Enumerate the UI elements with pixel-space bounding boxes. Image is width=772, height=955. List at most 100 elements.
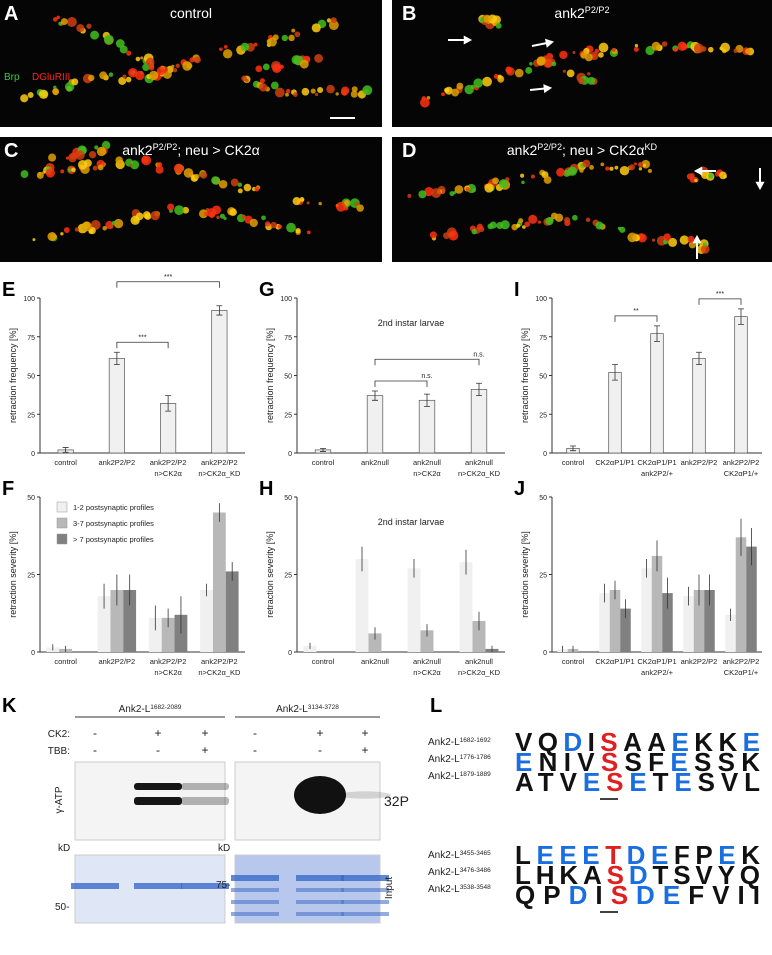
error-bar (320, 447, 326, 452)
y-axis-label: retraction frequency [%] (8, 328, 18, 423)
synapse-dot (326, 18, 332, 23)
x-tick-label: control (312, 458, 335, 467)
synapse-dot (543, 176, 552, 184)
synapse-dot (141, 155, 152, 166)
synapse-dot (204, 212, 209, 217)
input-label: Input (384, 877, 395, 899)
synapse-dot (90, 30, 100, 40)
bar (641, 568, 652, 652)
bar (599, 593, 610, 652)
synapse-dot (208, 211, 215, 218)
significance-bracket (374, 358, 480, 366)
synapse-dot (272, 63, 282, 73)
synapse-dot (32, 238, 36, 242)
kd-label: kD (218, 843, 230, 854)
synapse-dot (122, 74, 127, 79)
synapse-dot (194, 173, 200, 180)
synapse-dot (661, 41, 668, 47)
panel-letter: H (259, 478, 273, 500)
synapse-dot (451, 88, 460, 97)
synapse-dot (745, 48, 751, 54)
sequence-label: Ank2-L3455-3465 (428, 850, 491, 862)
synapse-dot (60, 232, 64, 236)
synapse-dot (529, 61, 533, 66)
synapse-dot (198, 209, 208, 219)
synapse-dot (299, 59, 309, 69)
synapse-dot (587, 76, 596, 85)
y-tick-label: 50 (539, 374, 547, 381)
radio-band (181, 797, 229, 805)
synapse-dot (27, 91, 34, 98)
micrograph-title-part: ; neu > CK2α (177, 142, 259, 158)
synapse-dot (627, 232, 638, 243)
micrograph-title: ank2P2/P2 (554, 5, 609, 21)
synapse-dot (52, 88, 59, 96)
treatment-sign: + (201, 743, 208, 757)
legend-label: 1-2 postsynaptic profiles (73, 503, 154, 512)
input-band (296, 900, 344, 904)
synapse-dot (216, 215, 220, 220)
synapse-dot (183, 168, 194, 178)
synapse-dot (354, 202, 359, 207)
synapse-dot (126, 50, 132, 56)
x-tick-label: ank2P2/P2 n>CK2α_KD (198, 458, 241, 478)
synapse-dot (536, 56, 546, 66)
channel-label: Brp (4, 72, 20, 83)
synapse-dot (550, 212, 558, 220)
y-axis-label: retraction frequency [%] (265, 328, 275, 423)
y-tick-label: 75 (284, 335, 292, 342)
bar (97, 596, 111, 652)
synapse-dot (525, 67, 533, 74)
synapse-dot (350, 90, 358, 98)
synapse-dot (335, 92, 339, 96)
bar (692, 358, 706, 454)
synapse-dot (77, 159, 88, 170)
synapse-dot (614, 165, 619, 170)
x-tick-label: ank2null n>CK2α (413, 458, 441, 478)
synapse-dot (255, 65, 263, 73)
synapse-dot (218, 179, 228, 189)
synapse-dot (668, 237, 678, 247)
synapse-dot (128, 163, 133, 167)
synapse-dot (702, 242, 707, 247)
treatment-sign: - (318, 743, 322, 757)
bar (420, 630, 434, 652)
bar (650, 333, 664, 454)
synapse-dot (128, 67, 138, 78)
micrograph-title-part: KD (644, 142, 657, 152)
input-band (231, 912, 279, 916)
x-tick-label: ank2P2/P2 (99, 458, 136, 467)
panel-letter: G (259, 279, 275, 301)
synapse-dot (679, 235, 689, 245)
synapse-dot (306, 230, 311, 235)
x-tick-label: control (54, 657, 77, 666)
synapse-dot (693, 43, 704, 54)
synapse-dot (464, 84, 474, 95)
panel-letter: C (4, 140, 18, 162)
synapse-dot (336, 201, 346, 212)
treatment-sign: - (253, 726, 257, 740)
bar (148, 617, 162, 652)
synapse-dot (285, 92, 289, 97)
y-tick-label: 75 (27, 335, 35, 342)
significance-bracket (116, 281, 220, 288)
synapse-dot (240, 42, 250, 52)
synapse-dot (200, 171, 208, 179)
y-tick-label: 75 (539, 335, 547, 342)
x-tick-label: CK2αP1/P1 (595, 458, 634, 467)
synapse-dot (60, 169, 65, 174)
synapse-dot (71, 78, 79, 86)
bar (161, 617, 175, 652)
bar (620, 608, 631, 652)
synapse-dot (97, 164, 104, 171)
marker-label: 75- (216, 880, 230, 891)
radio-band (294, 776, 346, 814)
bar (459, 562, 473, 652)
bar (200, 590, 213, 652)
arrow-head (463, 35, 473, 45)
synapse-dot (694, 178, 698, 182)
treatment-sign: - (93, 743, 97, 757)
sequence-label-part: 3476-3486 (460, 867, 491, 874)
annotation: 2nd instar larvae (378, 318, 445, 328)
synapse-dot (448, 230, 459, 241)
